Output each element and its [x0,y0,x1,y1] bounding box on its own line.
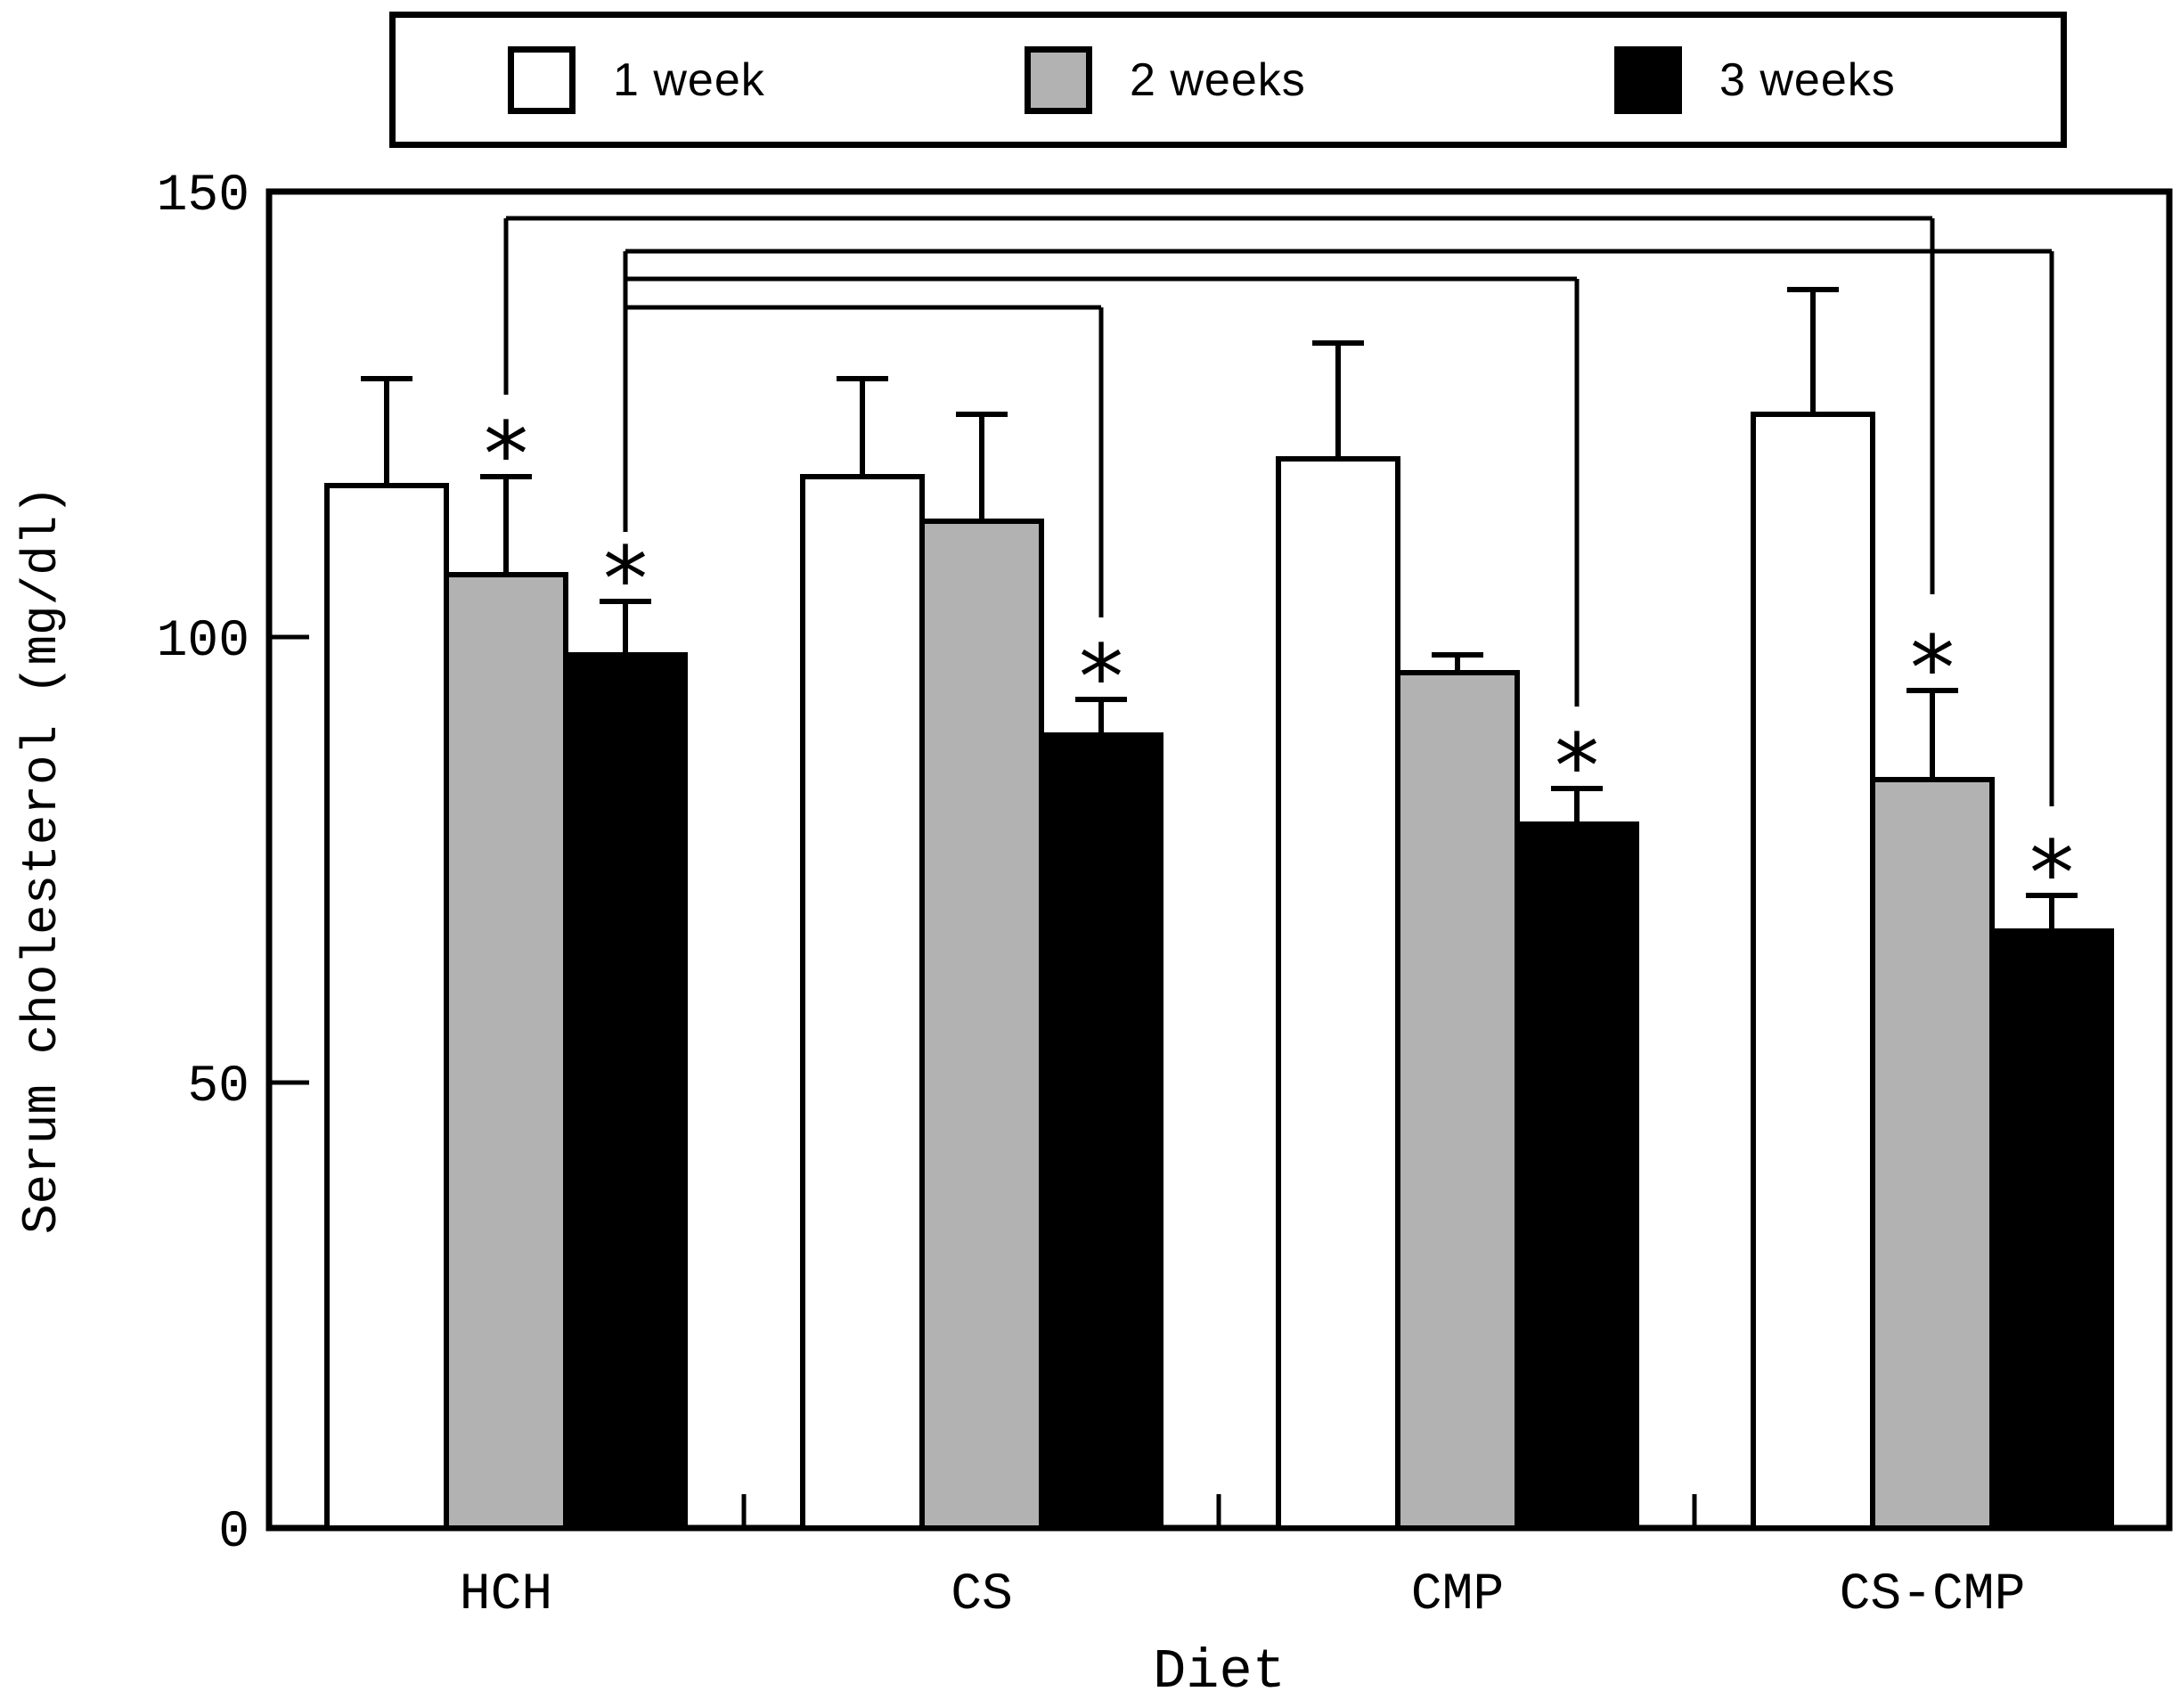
bar-HCH-1-week [324,483,449,1531]
y-axis-title: Serum cholesterol (mg/dl) [13,486,70,1234]
significance-asterisk: * [484,403,528,507]
bar-CMP-3-weeks [1515,821,1639,1531]
x-category-label-CS: CS [951,1566,1013,1624]
legend: 1 week 2 weeks 3 weeks [389,12,2067,148]
significance-asterisk: * [1555,715,1599,819]
y-tick-label: 100 [157,613,249,671]
x-axis-title: Diet [1153,1640,1286,1704]
bar-HCH-2-weeks [444,572,568,1531]
x-category-label-CS-CMP: CS-CMP [1840,1566,2026,1624]
legend-item-2-weeks: 2 weeks [1025,18,1306,142]
legend-item-3-weeks: 3 weeks [1614,18,1896,142]
y-tick-label: 0 [218,1504,249,1562]
significance-asterisk: * [2029,821,2074,926]
legend-item-1-week: 1 week [508,18,765,142]
significance-asterisk: * [1079,625,1123,730]
x-category-label-HCH: HCH [460,1566,552,1624]
y-tick-label: 50 [187,1058,249,1116]
bar-CS-2-weeks [919,519,1044,1531]
legend-label-2-weeks: 2 weeks [1130,53,1306,106]
legend-swatch-2-weeks [1025,45,1092,114]
legend-swatch-3-weeks [1614,45,1682,114]
bar-CS-CMP-1-week [1751,412,1875,1531]
significance-asterisk: * [603,527,648,632]
bar-CMP-2-weeks [1395,670,1520,1531]
bar-CS-CMP-3-weeks [1989,928,2114,1531]
y-tick-label: 150 [157,168,249,225]
bar-CS-1-week [800,474,925,1531]
significance-asterisk: * [1910,617,1955,721]
bar-CS-3-weeks [1039,732,1163,1531]
legend-swatch-1-week [508,45,576,114]
legend-label-3-weeks: 3 weeks [1719,53,1896,106]
bar-HCH-3-weeks [563,652,688,1531]
x-category-label-CMP: CMP [1411,1566,1504,1624]
bar-CMP-1-week [1276,456,1400,1531]
bar-CS-CMP-2-weeks [1870,777,1995,1531]
legend-label-1-week: 1 week [613,53,765,106]
